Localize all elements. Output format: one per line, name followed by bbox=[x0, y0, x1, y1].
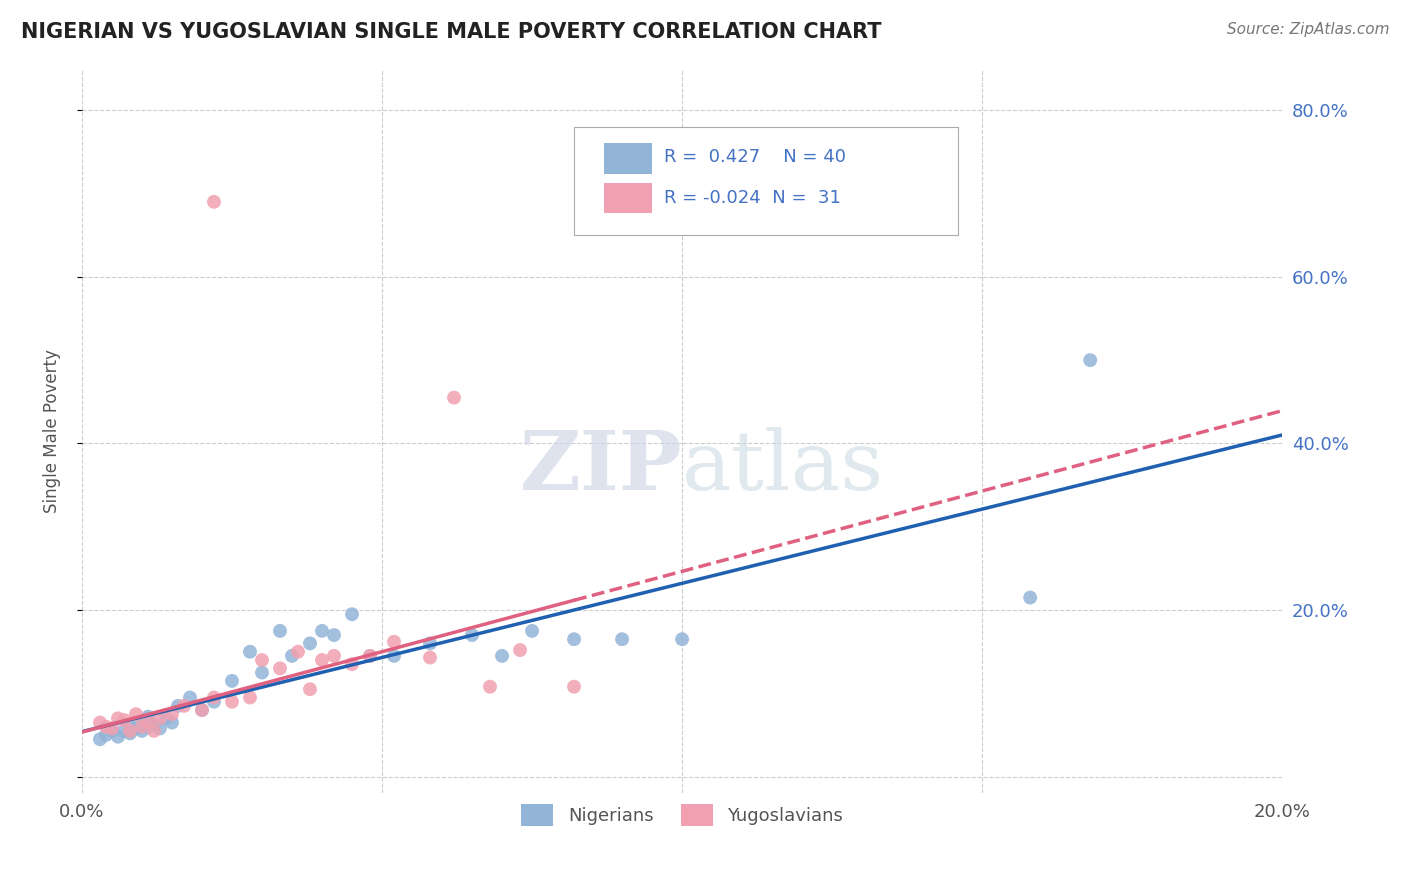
Point bbox=[136, 720, 159, 734]
Point bbox=[125, 707, 148, 722]
Point bbox=[89, 715, 111, 730]
Point bbox=[136, 715, 159, 730]
Point bbox=[221, 695, 243, 709]
Point bbox=[419, 636, 441, 650]
Point bbox=[269, 661, 291, 675]
Point bbox=[269, 624, 291, 638]
Point bbox=[509, 643, 531, 657]
Point bbox=[671, 632, 693, 647]
Point bbox=[149, 722, 172, 736]
Point bbox=[610, 632, 633, 647]
Point bbox=[443, 391, 465, 405]
Point bbox=[461, 628, 484, 642]
Point bbox=[94, 720, 117, 734]
Point bbox=[239, 690, 262, 705]
Point bbox=[131, 715, 153, 730]
Point bbox=[250, 665, 273, 680]
Point bbox=[143, 718, 166, 732]
Point bbox=[112, 713, 135, 727]
Point bbox=[143, 723, 166, 738]
Point bbox=[136, 709, 159, 723]
Point bbox=[107, 711, 129, 725]
Point bbox=[491, 648, 513, 663]
Point bbox=[239, 645, 262, 659]
Text: R =  0.427    N = 40: R = 0.427 N = 40 bbox=[664, 148, 846, 166]
Text: ZIP: ZIP bbox=[519, 427, 682, 508]
Point bbox=[202, 194, 225, 209]
Point bbox=[340, 607, 363, 622]
Point bbox=[202, 695, 225, 709]
Point bbox=[382, 648, 405, 663]
Point bbox=[298, 636, 321, 650]
Point bbox=[359, 648, 381, 663]
Point bbox=[94, 728, 117, 742]
Text: NIGERIAN VS YUGOSLAVIAN SINGLE MALE POVERTY CORRELATION CHART: NIGERIAN VS YUGOSLAVIAN SINGLE MALE POVE… bbox=[21, 22, 882, 42]
Point bbox=[323, 628, 346, 642]
Point bbox=[107, 730, 129, 744]
Point bbox=[173, 698, 195, 713]
Point bbox=[112, 723, 135, 738]
Point bbox=[311, 653, 333, 667]
Point bbox=[118, 720, 141, 734]
Point bbox=[202, 690, 225, 705]
Point bbox=[89, 732, 111, 747]
Point bbox=[298, 682, 321, 697]
Point bbox=[520, 624, 543, 638]
Point bbox=[562, 680, 585, 694]
Point bbox=[221, 673, 243, 688]
Point bbox=[160, 715, 183, 730]
Point bbox=[419, 650, 441, 665]
Point bbox=[155, 711, 177, 725]
Point bbox=[311, 624, 333, 638]
Point bbox=[1078, 353, 1101, 368]
Point bbox=[359, 648, 381, 663]
Point bbox=[131, 723, 153, 738]
Point bbox=[118, 726, 141, 740]
Point bbox=[287, 645, 309, 659]
Point bbox=[191, 703, 214, 717]
Point bbox=[250, 653, 273, 667]
Point bbox=[149, 711, 172, 725]
Point bbox=[1019, 591, 1042, 605]
Text: R = -0.024  N =  31: R = -0.024 N = 31 bbox=[664, 188, 841, 207]
Point bbox=[179, 690, 201, 705]
Point bbox=[479, 680, 502, 694]
Point bbox=[340, 657, 363, 672]
Text: atlas: atlas bbox=[682, 427, 884, 508]
Point bbox=[167, 698, 190, 713]
FancyBboxPatch shape bbox=[574, 127, 957, 235]
Point bbox=[131, 720, 153, 734]
Point bbox=[101, 723, 124, 738]
Point bbox=[382, 634, 405, 648]
FancyBboxPatch shape bbox=[605, 183, 652, 213]
FancyBboxPatch shape bbox=[605, 144, 652, 174]
Y-axis label: Single Male Poverty: Single Male Poverty bbox=[44, 349, 60, 513]
Point bbox=[191, 703, 214, 717]
Point bbox=[101, 722, 124, 736]
Text: Source: ZipAtlas.com: Source: ZipAtlas.com bbox=[1226, 22, 1389, 37]
Point bbox=[118, 723, 141, 738]
Point bbox=[125, 722, 148, 736]
Point bbox=[562, 632, 585, 647]
Point bbox=[323, 648, 346, 663]
Point bbox=[281, 648, 304, 663]
Legend: Nigerians, Yugoslavians: Nigerians, Yugoslavians bbox=[512, 795, 852, 835]
Point bbox=[160, 707, 183, 722]
